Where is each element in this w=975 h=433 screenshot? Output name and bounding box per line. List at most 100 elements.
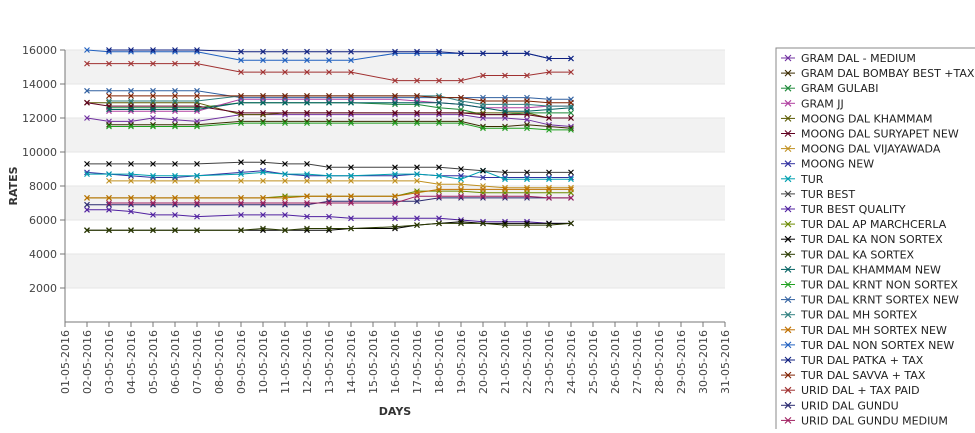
legend-marker — [784, 84, 792, 92]
legend-marker — [784, 417, 792, 424]
legend-item: TUR DAL MH SORTEX NEW — [781, 324, 947, 337]
legend-label: TUR DAL KA NON SORTEX — [800, 233, 943, 246]
data-point — [348, 215, 354, 222]
data-point — [392, 164, 398, 171]
data-point — [436, 193, 442, 200]
data-point — [326, 120, 332, 126]
legend-marker — [784, 175, 792, 183]
data-point — [260, 178, 266, 184]
data-point — [480, 125, 486, 132]
grid-band — [65, 254, 725, 288]
data-point — [238, 110, 244, 116]
legend-marker — [784, 371, 792, 379]
series-urid-dal-gundu-medium — [106, 193, 574, 206]
data-point — [326, 193, 332, 200]
data-point — [414, 110, 420, 116]
x-tick-label: 02-05-2016 — [81, 330, 94, 394]
data-point — [568, 99, 574, 106]
data-point — [348, 225, 354, 232]
data-point — [326, 172, 332, 179]
data-point — [172, 93, 178, 99]
legend-item: TUR DAL AP MARCHCERLA — [781, 218, 947, 231]
legend-item: TUR DAL NON SORTEX NEW — [781, 339, 954, 352]
data-point — [304, 99, 310, 106]
data-point — [84, 161, 90, 167]
legend-label: TUR DAL MH SORTEX — [800, 309, 918, 322]
series-tur-dal-mh-sortex-new — [84, 186, 574, 201]
data-point — [546, 115, 552, 121]
data-point — [194, 87, 200, 94]
data-point — [568, 55, 574, 62]
data-point — [326, 99, 332, 106]
data-point — [414, 171, 420, 177]
data-point — [172, 116, 178, 123]
data-point — [436, 94, 442, 101]
legend-item: URID DAL + TAX PAID — [781, 384, 920, 397]
series-line — [109, 95, 571, 104]
x-tick-label: 27-05-2016 — [631, 330, 644, 394]
data-point — [414, 215, 420, 222]
data-point — [128, 208, 134, 215]
legend-marker — [784, 220, 792, 228]
series-line — [109, 49, 571, 59]
data-point — [150, 93, 156, 99]
y-tick-label: 14000 — [22, 78, 57, 91]
data-point — [348, 48, 354, 55]
legend-item: GRAM DAL BOMBAY BEST +TAX — [781, 67, 975, 80]
data-point — [458, 166, 464, 172]
data-point — [304, 110, 310, 116]
legend-label: URID DAL GUNDU MEDIUM — [801, 414, 948, 427]
data-point — [128, 106, 134, 113]
data-point — [502, 125, 508, 132]
data-point — [128, 123, 134, 130]
x-tick-label: 11-05-2016 — [279, 330, 292, 394]
data-point — [304, 120, 310, 126]
data-point — [414, 48, 420, 55]
series-moong-dal-suryapet-new — [84, 99, 574, 121]
data-point — [128, 178, 134, 184]
data-point — [128, 47, 134, 53]
data-point — [260, 57, 266, 64]
data-point — [150, 87, 156, 94]
data-point — [150, 98, 156, 104]
data-point — [480, 111, 486, 118]
legend-item: URID DAL GUNDU MEDIUM — [781, 414, 948, 427]
data-point — [172, 123, 178, 130]
data-point — [194, 200, 200, 206]
data-point — [414, 77, 420, 84]
y-tick-label: 16000 — [22, 44, 57, 57]
data-point — [458, 50, 464, 57]
data-point — [480, 98, 486, 104]
x-tick-label: 22-05-2016 — [521, 330, 534, 394]
data-point — [282, 110, 288, 116]
data-point — [436, 186, 442, 193]
legend-label: TUR DAL KHAMMAM NEW — [800, 263, 941, 276]
data-point — [524, 176, 530, 183]
data-point — [172, 47, 178, 53]
data-point — [260, 225, 266, 232]
data-point — [436, 110, 442, 116]
legend-marker — [784, 296, 792, 303]
data-point — [436, 99, 442, 106]
legend-label: TUR DAL KRNT SORTEX NEW — [800, 294, 959, 307]
x-tick-label: 14-05-2016 — [345, 330, 358, 394]
data-point — [128, 60, 134, 67]
data-point — [84, 201, 90, 208]
data-point — [502, 186, 508, 193]
data-point — [458, 220, 464, 227]
data-point — [150, 60, 156, 67]
x-tick-label: 26-05-2016 — [609, 330, 622, 394]
x-tick-label: 30-05-2016 — [697, 330, 710, 394]
data-point — [128, 87, 134, 94]
legend-label: MOONG DAL KHAMMAM — [801, 112, 933, 125]
data-point — [414, 164, 420, 171]
y-tick-label: 12000 — [22, 112, 57, 125]
data-point — [392, 48, 398, 55]
data-point — [304, 200, 310, 206]
data-point — [238, 171, 244, 177]
data-point — [304, 171, 310, 177]
data-point — [106, 161, 112, 167]
data-point — [326, 93, 332, 99]
data-point — [194, 195, 200, 201]
legend-marker — [784, 190, 792, 198]
